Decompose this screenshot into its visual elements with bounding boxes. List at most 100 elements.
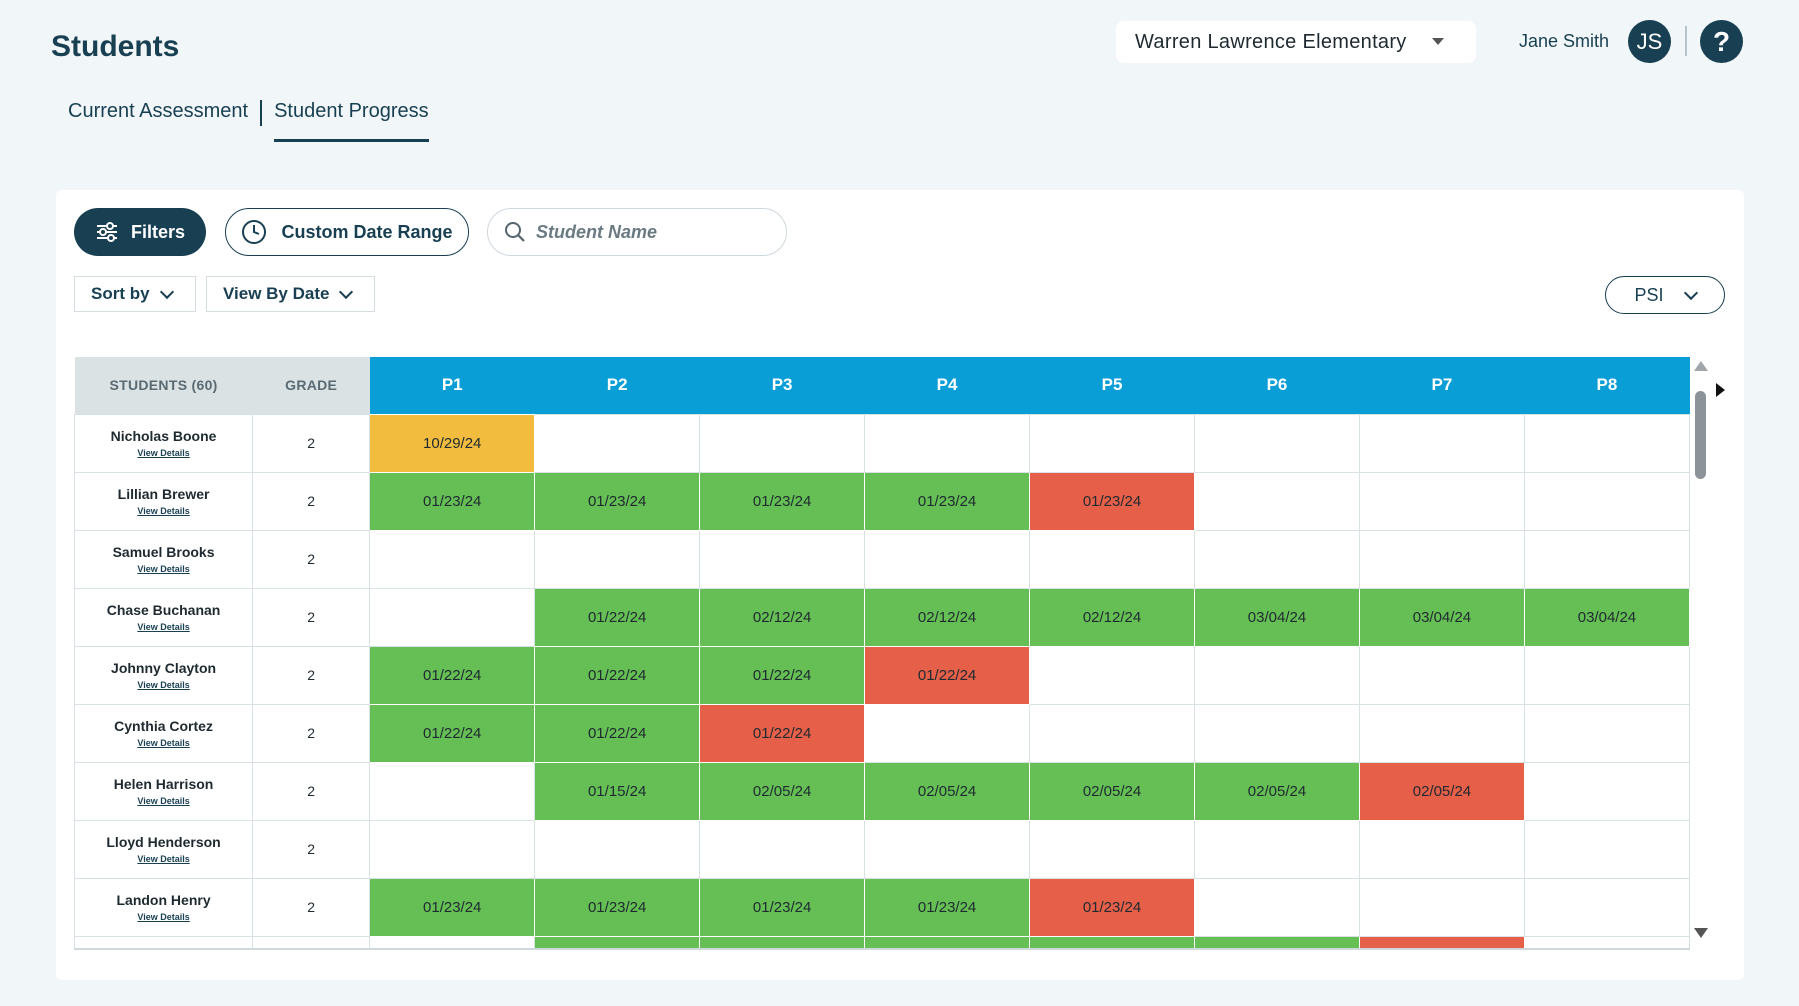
assessment-cell	[1194, 645, 1360, 705]
grade-cell: 2	[252, 587, 371, 647]
assessment-cell[interactable]: 02/05/24	[1358, 761, 1525, 821]
scroll-up-arrow-icon[interactable]	[1694, 361, 1708, 371]
student-name: Johnny Clayton	[111, 659, 217, 676]
view-details-link[interactable]: View Details	[137, 447, 190, 458]
assessment-cell[interactable]: 03/04/24	[1523, 587, 1690, 647]
assessment-cell[interactable]: 02/05/24	[864, 761, 1031, 821]
view-details-link[interactable]: View Details	[137, 853, 190, 864]
scroll-right-arrow-icon[interactable]	[1716, 383, 1725, 397]
period-column-header[interactable]: P6	[1194, 357, 1360, 414]
sort-by-dropdown[interactable]: Sort by	[74, 276, 196, 312]
grade-cell: 2	[252, 761, 371, 821]
assessment-cell	[369, 935, 536, 948]
assessment-cell[interactable]: 01/22/24	[534, 645, 701, 705]
assessment-cell[interactable]: 01/23/24	[534, 471, 701, 531]
student-search[interactable]	[487, 208, 787, 256]
school-select[interactable]: Warren Lawrence Elementary	[1116, 21, 1476, 63]
period-column-header[interactable]: P3	[699, 357, 865, 414]
avatar[interactable]: JS	[1628, 20, 1671, 63]
custom-date-range-button[interactable]: Custom Date Range	[225, 208, 469, 256]
period-column-header[interactable]: P2	[534, 357, 700, 414]
assessment-cell[interactable]: 01/23/24	[1029, 471, 1195, 531]
view-details-link[interactable]: View Details	[137, 679, 190, 690]
assessment-cell[interactable]: 01/22/24	[369, 703, 536, 763]
assessment-cell[interactable]: 01/22/24	[534, 587, 701, 647]
student-cell: Cynthia Cortez View Details	[74, 703, 254, 763]
period-column-header[interactable]: P4	[864, 357, 1030, 414]
period-column-header[interactable]: P7	[1359, 357, 1525, 414]
assessment-cell	[369, 761, 536, 821]
tab-current-assessment[interactable]: Current Assessment	[68, 100, 249, 122]
assessment-cell[interactable]: 01/23/24	[699, 471, 866, 531]
student-cell: Lloyd Henderson View Details	[74, 819, 254, 879]
chevron-down-icon	[339, 284, 354, 299]
assessment-cell[interactable]: 01/22/24	[699, 703, 866, 763]
grade-column-header[interactable]: GRADE	[252, 357, 370, 414]
view-details-link[interactable]: View Details	[137, 563, 190, 574]
view-details-link[interactable]: View Details	[137, 737, 190, 748]
assessment-cell[interactable]: 01/23/24	[864, 877, 1031, 937]
assessment-cell	[864, 819, 1031, 879]
assessment-cell[interactable]: 10/29/24	[369, 413, 536, 473]
assessment-cell	[1194, 413, 1360, 473]
measure-dropdown[interactable]: PSI	[1605, 276, 1725, 314]
assessment-cell[interactable]: 02/12/24	[864, 587, 1031, 647]
progress-table: STUDENTS (60) GRADE P1 P2 P3 P4 P5 P6 P7 P8 Nic…	[74, 357, 1690, 948]
assessment-cell[interactable]: 01/15/24	[534, 761, 701, 821]
students-column-header[interactable]: STUDENTS (60)	[74, 357, 253, 414]
help-icon[interactable]: ?	[1700, 20, 1743, 63]
assessment-cell[interactable]: 02/12/24	[699, 587, 866, 647]
view-details-link[interactable]: View Details	[137, 621, 190, 632]
assessment-cell	[1194, 877, 1360, 937]
assessment-cell[interactable]: 01/23/24	[534, 877, 701, 937]
view-details-link[interactable]: View Details	[137, 795, 190, 806]
view-details-link[interactable]: View Details	[137, 505, 190, 516]
assessment-cell	[1523, 413, 1690, 473]
assessment-cell[interactable]: 02/05/24	[1029, 761, 1195, 821]
assessment-cell	[699, 413, 866, 473]
student-cell: Samuel Brooks View Details	[74, 529, 254, 589]
tab-student-progress[interactable]: Student Progress	[274, 100, 429, 142]
period-column-header[interactable]: P1	[369, 357, 535, 414]
table-row: Johnny Clayton View Details 2 01/22/24 01/22…	[74, 645, 1690, 705]
assessment-cell[interactable]: 01/23/24	[699, 877, 866, 937]
assessment-cell	[369, 529, 536, 589]
assessment-cell[interactable]	[1358, 935, 1525, 948]
assessment-cell	[1029, 703, 1195, 763]
assessment-cell[interactable]	[1029, 935, 1195, 948]
assessment-cell[interactable]: 02/05/24	[1194, 761, 1360, 821]
assessment-cell[interactable]	[1194, 935, 1360, 948]
scrollbar-thumb[interactable]	[1695, 391, 1706, 479]
filters-button[interactable]: Filters	[74, 208, 206, 256]
view-by-date-dropdown[interactable]: View By Date	[206, 276, 375, 312]
assessment-cell[interactable]: 01/22/24	[534, 703, 701, 763]
table-row: Helen Harrison View Details 2 01/15/24 02/05…	[74, 761, 1690, 821]
scroll-down-arrow-icon[interactable]	[1694, 928, 1708, 938]
search-input[interactable]	[536, 221, 756, 243]
assessment-cell	[1029, 529, 1195, 589]
assessment-cell	[1358, 877, 1525, 937]
period-column-header[interactable]: P5	[1029, 357, 1195, 414]
assessment-cell[interactable]: 03/04/24	[1358, 587, 1525, 647]
view-details-link[interactable]: View Details	[137, 911, 190, 922]
vertical-scrollbar[interactable]	[1691, 357, 1709, 950]
assessment-cell[interactable]: 02/12/24	[1029, 587, 1195, 647]
progress-card: Filters Custom Date Range Sort by View B…	[56, 190, 1744, 980]
assessment-cell[interactable]: 01/23/24	[1029, 877, 1195, 937]
assessment-cell[interactable]: 02/05/24	[699, 761, 866, 821]
student-name: Nicholas Boone	[110, 427, 217, 444]
assessment-cell[interactable]: 01/23/24	[369, 471, 536, 531]
assessment-cell[interactable]: 01/22/24	[699, 645, 866, 705]
assessment-cell	[369, 587, 536, 647]
assessment-cell[interactable]	[534, 935, 701, 948]
assessment-cell[interactable]	[699, 935, 866, 948]
assessment-cell[interactable]	[864, 935, 1031, 948]
assessment-cell[interactable]: 01/22/24	[369, 645, 536, 705]
period-column-header[interactable]: P8	[1524, 357, 1690, 414]
assessment-cell[interactable]: 01/23/24	[369, 877, 536, 937]
assessment-cell[interactable]: 01/23/24	[864, 471, 1031, 531]
assessment-cell[interactable]: 03/04/24	[1194, 587, 1360, 647]
assessment-cell	[534, 819, 701, 879]
assessment-cell[interactable]: 01/22/24	[864, 645, 1031, 705]
student-cell: Johnny Clayton View Details	[74, 645, 254, 705]
